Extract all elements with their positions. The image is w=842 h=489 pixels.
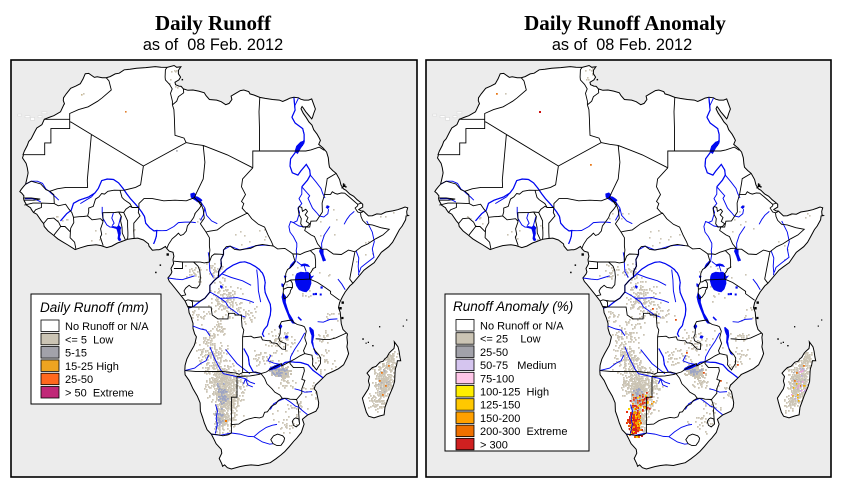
svg-text:No Runoff or N/A: No Runoff or N/A bbox=[480, 321, 564, 333]
svg-text:Daily Runoff (mm): Daily Runoff (mm) bbox=[40, 300, 149, 315]
svg-text:125-150: 125-150 bbox=[480, 400, 520, 412]
svg-text:as of 08 Feb. 2012: as of 08 Feb. 2012 bbox=[552, 36, 692, 54]
svg-text:as of 08 Feb. 2012: as of 08 Feb. 2012 bbox=[143, 36, 283, 54]
svg-text:100-125 High: 100-125 High bbox=[480, 387, 549, 399]
svg-text:5-15: 5-15 bbox=[65, 348, 87, 360]
svg-text:25-50: 25-50 bbox=[480, 347, 508, 359]
svg-text:15-25 High: 15-25 High bbox=[65, 361, 119, 373]
svg-text:Runoff Anomaly (%): Runoff Anomaly (%) bbox=[453, 299, 573, 314]
svg-text:No Runoff or N/A: No Runoff or N/A bbox=[65, 321, 149, 333]
svg-text:Daily Runoff Anomaly: Daily Runoff Anomaly bbox=[524, 11, 726, 35]
svg-text:<= 5 Low: <= 5 Low bbox=[65, 334, 113, 346]
svg-text:> 300: > 300 bbox=[480, 439, 508, 451]
svg-text:150-200: 150-200 bbox=[480, 413, 520, 425]
svg-text:Daily Runoff: Daily Runoff bbox=[155, 11, 272, 35]
svg-text:75-100: 75-100 bbox=[480, 373, 514, 385]
svg-text:50-75 Medium: 50-75 Medium bbox=[480, 360, 556, 372]
svg-text:<= 25 Low: <= 25 Low bbox=[480, 334, 541, 346]
svg-text:25-50: 25-50 bbox=[65, 374, 93, 386]
svg-text:> 50 Extreme: > 50 Extreme bbox=[65, 388, 134, 400]
svg-text:200-300 Extreme: 200-300 Extreme bbox=[480, 426, 567, 438]
